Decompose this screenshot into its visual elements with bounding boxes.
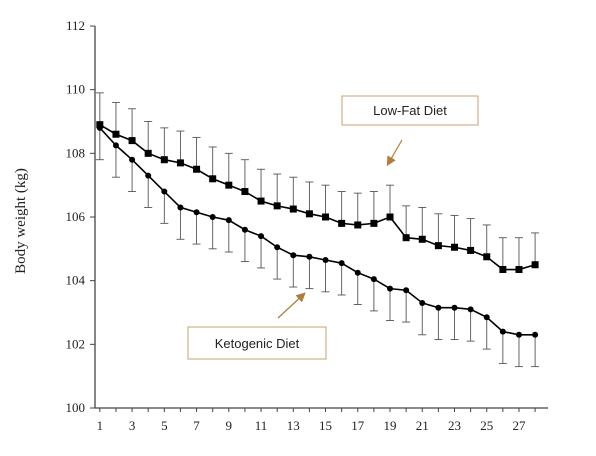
data-point	[418, 235, 426, 243]
callout-low-fat: Low-Fat Diet	[341, 95, 479, 167]
series-line-ketogenic-diet	[99, 127, 536, 336]
data-point	[338, 260, 345, 267]
callout-ketogenic: Ketogenic Diet	[187, 292, 327, 360]
callout-ketogenic-box	[187, 326, 327, 360]
y-tick-label: 100	[66, 400, 86, 415]
y-tick-label: 104	[66, 273, 86, 288]
data-point	[176, 159, 184, 167]
x-tick-label: 23	[448, 418, 461, 433]
plot-area	[95, 92, 540, 368]
data-point	[499, 266, 507, 274]
x-tick-label: 21	[416, 418, 429, 433]
data-point	[241, 226, 248, 233]
y-tick-label: 108	[66, 145, 86, 160]
data-point	[483, 253, 491, 261]
x-tick-label: 15	[319, 418, 332, 433]
data-point	[128, 137, 136, 145]
data-point	[112, 130, 120, 138]
data-point	[515, 266, 523, 274]
x-tick-label: 11	[255, 418, 268, 433]
x-tick-label: 9	[226, 418, 233, 433]
data-point	[306, 253, 313, 260]
y-tick-label: 106	[66, 209, 86, 224]
x-tick-label: 3	[129, 418, 136, 433]
axes	[90, 25, 548, 412]
y-tick-label: 102	[66, 336, 86, 351]
x-tick-label: 1	[97, 418, 104, 433]
data-point	[387, 285, 394, 292]
data-point	[274, 244, 281, 251]
data-point	[225, 217, 232, 224]
data-point	[289, 205, 297, 213]
data-point	[112, 142, 119, 149]
data-point	[322, 256, 329, 263]
data-point	[467, 246, 475, 254]
x-tick-label: 13	[287, 418, 300, 433]
callout-low-fat-arrow	[386, 139, 403, 167]
data-point	[499, 328, 506, 335]
series-line-low-fat-diet	[99, 123, 536, 271]
data-point	[225, 181, 233, 189]
x-tick-label: 17	[351, 418, 365, 433]
x-tick-label: 25	[480, 418, 493, 433]
data-point	[354, 221, 362, 229]
data-point	[515, 331, 522, 338]
data-point	[193, 209, 200, 216]
data-point	[193, 165, 201, 173]
data-point	[177, 204, 184, 211]
series-ketogenic-diet	[95, 124, 540, 368]
data-point	[290, 252, 297, 259]
data-point	[145, 172, 152, 179]
data-point	[257, 197, 265, 205]
data-point	[209, 214, 216, 220]
y-tick-label: 110	[66, 82, 85, 97]
data-point	[450, 243, 458, 251]
data-point	[144, 149, 152, 157]
data-point	[370, 276, 377, 283]
data-point	[129, 156, 136, 163]
data-point	[160, 156, 168, 164]
data-point	[273, 202, 281, 210]
data-point	[483, 314, 490, 321]
series-low-fat-diet	[95, 92, 540, 274]
data-point	[241, 188, 249, 196]
data-point	[209, 175, 217, 183]
data-point	[338, 219, 346, 227]
data-point	[386, 213, 394, 221]
data-point	[435, 304, 442, 311]
x-tick-label: 19	[384, 418, 397, 433]
callout-ketogenic-arrow	[277, 292, 306, 319]
data-point	[322, 213, 330, 221]
data-point	[419, 299, 426, 306]
data-point	[434, 242, 442, 250]
data-point	[354, 269, 361, 276]
data-point	[370, 219, 378, 227]
y-axis-label: Body weight (kg)	[13, 168, 29, 274]
data-point	[403, 287, 410, 294]
data-point	[402, 234, 410, 242]
x-tick-label: 5	[161, 418, 168, 433]
x-tick-label: 7	[193, 418, 200, 433]
data-point	[96, 121, 104, 129]
y-tick-label: 112	[66, 18, 85, 33]
data-point	[532, 331, 539, 338]
callout-ketogenic-label: Ketogenic Diet	[215, 336, 300, 351]
data-point	[467, 306, 474, 313]
data-point	[258, 233, 265, 240]
data-point	[96, 124, 103, 131]
callout-low-fat-label: Low-Fat Diet	[373, 103, 447, 118]
data-point	[451, 304, 458, 311]
data-point	[305, 210, 313, 218]
data-point	[161, 188, 168, 195]
data-point	[531, 261, 539, 269]
callout-low-fat-box	[341, 95, 479, 126]
x-tick-label: 27	[512, 418, 526, 433]
